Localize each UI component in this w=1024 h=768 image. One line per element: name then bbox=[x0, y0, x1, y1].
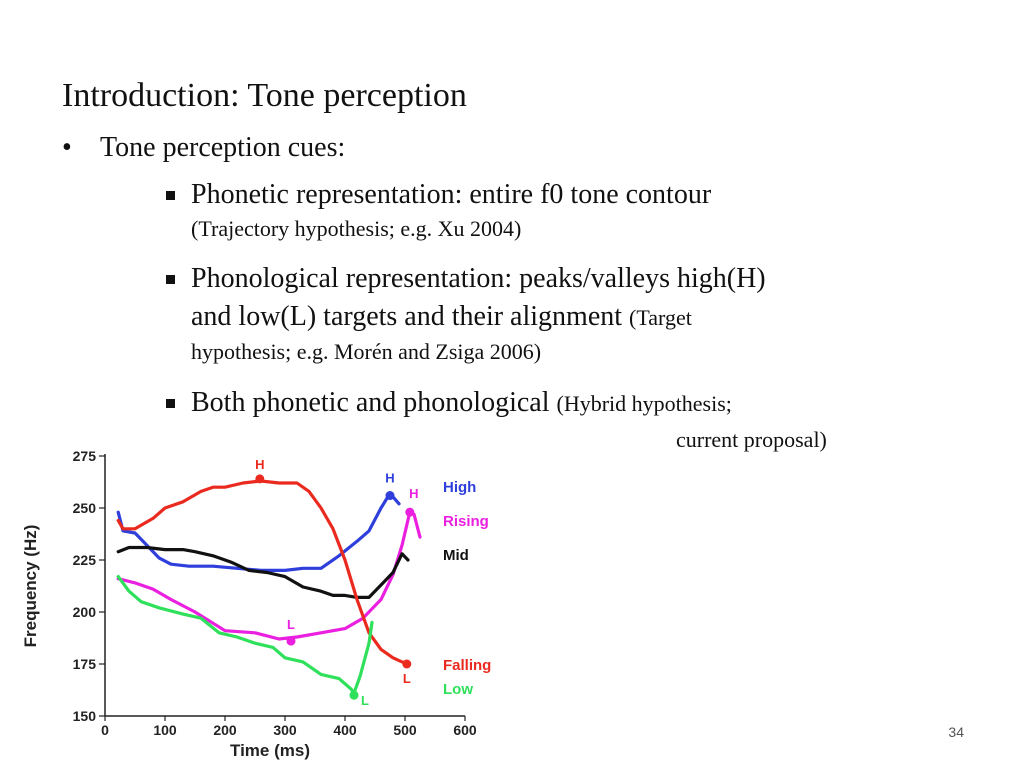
y-tick-label: 250 bbox=[73, 500, 97, 516]
target-point-falling bbox=[255, 474, 265, 484]
target-point-rising bbox=[286, 636, 296, 646]
target-label-falling: L bbox=[403, 671, 411, 686]
y-tick-label: 225 bbox=[73, 552, 97, 568]
sub-bullet-phonetic: Phonetic representation: entire f0 tone … bbox=[166, 176, 711, 244]
sub-bullet-phonological: Phonological representation: peaks/valle… bbox=[166, 260, 766, 367]
y-tick-label: 200 bbox=[73, 604, 97, 620]
target-label-low: L bbox=[361, 693, 369, 708]
phonological-line3: hypothesis; e.g. Morén and Zsiga 2006) bbox=[191, 339, 542, 364]
y-axis-label: Frequency (Hz) bbox=[21, 525, 40, 648]
sub-bullet-both: Both phonetic and phonological (Hybrid h… bbox=[166, 384, 827, 457]
y-tick-label: 150 bbox=[73, 708, 97, 724]
legend-mid: Mid bbox=[443, 547, 469, 564]
page-number: 34 bbox=[948, 724, 964, 740]
phonological-line2: and low(L) targets and their alignment (… bbox=[191, 298, 766, 337]
phonetic-main: Phonetic representation: entire f0 tone … bbox=[191, 179, 712, 210]
legend-rising: Rising bbox=[443, 513, 489, 530]
bullet-dot: • bbox=[62, 132, 72, 163]
target-label-rising: L bbox=[287, 617, 295, 632]
both-main: Both phonetic and phonological bbox=[191, 387, 550, 418]
square-bullet-icon bbox=[166, 399, 175, 408]
target-point-high bbox=[385, 491, 395, 501]
phonological-line2-main: and low(L) targets and their alignment bbox=[191, 301, 623, 332]
f0-contour-chart: 150 175 200 225 250 275 0 100 200 300 400 500 600 Tim… bbox=[21, 448, 491, 760]
series-line-falling bbox=[116, 479, 410, 666]
phonetic-note: (Trajectory hypothesis; e.g. Xu 2004) bbox=[191, 216, 522, 241]
target-point-falling bbox=[402, 659, 412, 669]
square-bullet-icon bbox=[166, 191, 175, 200]
x-tick-label: 500 bbox=[393, 722, 417, 738]
x-axis-label: Time (ms) bbox=[230, 741, 310, 760]
x-tick-label: 600 bbox=[453, 722, 477, 738]
target-label-high: H bbox=[385, 471, 394, 486]
legend-low: Low bbox=[443, 681, 473, 698]
y-tick-label: 175 bbox=[73, 656, 97, 672]
square-bullet-icon bbox=[166, 275, 175, 284]
bullet-tone-perception-cues: • Tone perception cues: bbox=[62, 130, 345, 166]
series-line-high bbox=[116, 491, 401, 572]
target-point-rising bbox=[405, 507, 415, 517]
y-tick-label: 275 bbox=[73, 448, 97, 464]
legend-high: High bbox=[443, 479, 476, 496]
target-point-low bbox=[349, 690, 359, 700]
target-label-rising: H bbox=[409, 486, 418, 501]
target-label-falling: H bbox=[255, 457, 264, 472]
series-line-rising bbox=[116, 510, 422, 641]
series-line-mid bbox=[116, 545, 410, 599]
x-tick-label: 200 bbox=[213, 722, 237, 738]
x-tick-label: 300 bbox=[273, 722, 297, 738]
x-tick-label: 0 bbox=[101, 722, 109, 738]
both-note2: current proposal) bbox=[676, 427, 827, 452]
legend-falling: Falling bbox=[443, 657, 491, 674]
x-tick-label: 400 bbox=[333, 722, 357, 738]
slide-title: Introduction: Tone perception bbox=[62, 77, 467, 114]
bullet-text: Tone perception cues: bbox=[100, 132, 346, 163]
both-line1: Both phonetic and phonological (Hybrid h… bbox=[191, 384, 827, 423]
phonological-line1: Phonological representation: peaks/valle… bbox=[191, 263, 766, 294]
x-tick-label: 100 bbox=[153, 722, 177, 738]
phonological-line2-note: (Target bbox=[629, 305, 692, 330]
both-note1: (Hybrid hypothesis; bbox=[556, 391, 732, 416]
